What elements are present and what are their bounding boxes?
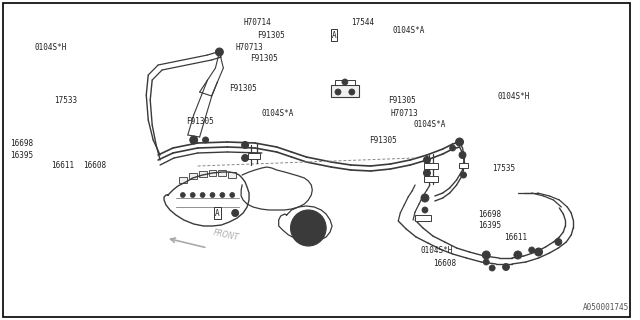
Circle shape	[203, 137, 209, 143]
Bar	[209, 170, 216, 176]
Circle shape	[489, 265, 495, 271]
Circle shape	[335, 89, 341, 95]
Circle shape	[242, 155, 248, 162]
Circle shape	[189, 136, 198, 144]
Circle shape	[342, 79, 348, 85]
Circle shape	[349, 89, 355, 95]
Bar	[424, 163, 438, 169]
Circle shape	[190, 193, 195, 197]
Text: A: A	[332, 30, 337, 39]
Circle shape	[424, 156, 430, 164]
Text: F91305: F91305	[388, 95, 416, 105]
Bar	[179, 177, 187, 183]
Circle shape	[422, 207, 428, 213]
Circle shape	[424, 170, 430, 177]
Text: 16608: 16608	[83, 161, 106, 170]
Text: 0104S*H: 0104S*H	[497, 92, 529, 100]
Text: 16611: 16611	[504, 233, 527, 242]
Text: 0104S*A: 0104S*A	[413, 119, 445, 129]
Text: 16611: 16611	[51, 161, 74, 170]
Circle shape	[298, 218, 318, 238]
Circle shape	[180, 193, 186, 197]
Text: A: A	[215, 209, 220, 218]
Bar	[335, 80, 355, 85]
Text: 0104S*H: 0104S*H	[420, 245, 452, 254]
Bar	[424, 176, 438, 182]
Text: H70713: H70713	[390, 108, 418, 117]
Circle shape	[200, 193, 205, 197]
Text: F91305: F91305	[257, 30, 285, 39]
Text: A050001745: A050001745	[583, 303, 629, 313]
Circle shape	[483, 259, 489, 265]
Text: 17533: 17533	[54, 95, 77, 105]
Circle shape	[483, 251, 490, 259]
Bar	[189, 173, 196, 179]
Text: FRONT: FRONT	[212, 228, 240, 242]
Circle shape	[459, 151, 466, 158]
Text: F91305: F91305	[186, 116, 214, 125]
Circle shape	[529, 247, 534, 253]
Circle shape	[210, 193, 215, 197]
Text: 16698: 16698	[478, 210, 502, 219]
Circle shape	[220, 193, 225, 197]
Bar	[459, 163, 468, 168]
Text: H70713: H70713	[236, 43, 263, 52]
Circle shape	[305, 224, 312, 232]
Text: F91305: F91305	[250, 53, 278, 62]
Text: 0104S*A: 0104S*A	[392, 26, 425, 35]
Circle shape	[555, 238, 562, 245]
Circle shape	[232, 210, 239, 217]
Bar	[198, 171, 207, 177]
Circle shape	[230, 193, 235, 197]
Text: 16395: 16395	[478, 220, 502, 229]
Text: F91305: F91305	[370, 135, 397, 145]
Text: 17544: 17544	[351, 18, 374, 27]
Circle shape	[461, 172, 467, 178]
Text: 16698: 16698	[10, 139, 33, 148]
Circle shape	[502, 263, 509, 270]
Bar	[218, 170, 227, 176]
Circle shape	[216, 48, 223, 56]
Circle shape	[456, 138, 463, 146]
Text: 16395: 16395	[10, 150, 33, 159]
Circle shape	[242, 141, 248, 148]
Text: 0104S*A: 0104S*A	[262, 108, 294, 117]
Text: F91305: F91305	[229, 84, 257, 92]
Circle shape	[534, 248, 543, 256]
Circle shape	[291, 210, 326, 246]
Text: 17535: 17535	[492, 164, 515, 172]
Circle shape	[421, 194, 429, 202]
Bar	[331, 85, 359, 97]
Text: H70714: H70714	[243, 18, 271, 27]
Text: 16608: 16608	[433, 259, 456, 268]
Circle shape	[450, 145, 456, 151]
Bar	[248, 153, 260, 159]
Text: 0104S*H: 0104S*H	[35, 43, 67, 52]
Circle shape	[514, 251, 522, 259]
Bar	[415, 215, 431, 221]
Bar	[228, 172, 236, 178]
